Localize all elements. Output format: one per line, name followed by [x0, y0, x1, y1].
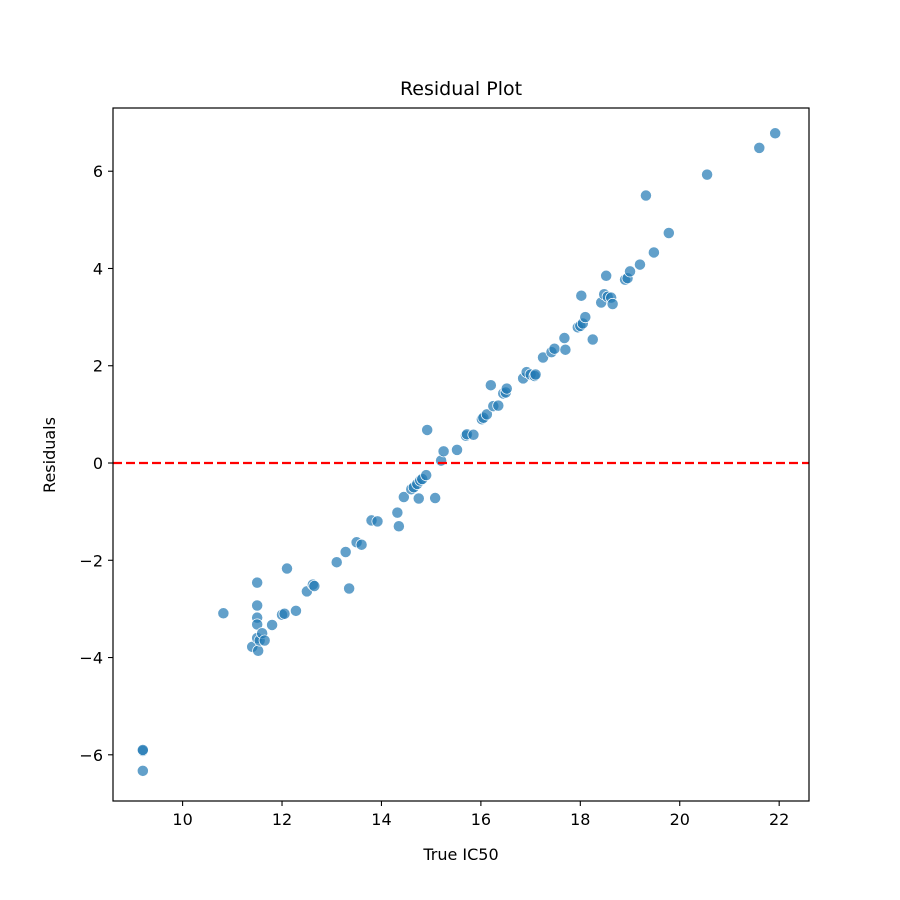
scatter-point: [537, 351, 549, 364]
scatter-point: [392, 520, 405, 533]
scatter-point: [548, 342, 561, 355]
scatter-point: [355, 538, 368, 551]
scatter-point: [251, 599, 264, 612]
scatter-point: [559, 343, 572, 356]
scatter-point: [600, 269, 613, 282]
scatter-point: [606, 298, 619, 310]
scatter-point: [420, 469, 433, 482]
x-tick-label: 10: [172, 810, 192, 829]
scatter-point: [330, 556, 343, 569]
scatter-point: [429, 492, 442, 504]
scatter-point: [529, 368, 542, 381]
scatter-point: [136, 743, 149, 756]
scatter-point: [281, 562, 293, 575]
scatter-point: [278, 607, 291, 620]
scatter-point: [308, 580, 321, 593]
scatter-point: [266, 619, 279, 631]
scatter-point: [339, 546, 352, 558]
scatter-point: [701, 168, 714, 181]
plot-frame: [112, 107, 810, 802]
y-tick-label: −4: [79, 649, 103, 668]
x-tick-label: 14: [371, 810, 391, 829]
scatter-point: [397, 491, 410, 503]
scatter-point: [753, 141, 766, 154]
scatter-point: [662, 227, 675, 239]
y-tick-label: −2: [79, 551, 103, 570]
x-tick-label: 18: [570, 810, 590, 829]
y-tick-label: 2: [93, 357, 103, 376]
scatter-point: [500, 382, 513, 395]
y-tick-label: 4: [93, 259, 103, 278]
scatter-point: [451, 443, 463, 456]
scatter-point: [634, 258, 646, 271]
scatter-point: [252, 644, 265, 657]
y-tick-label: 6: [93, 162, 103, 181]
chart-title: Residual Plot: [400, 78, 522, 100]
x-axis-label: True IC50: [422, 845, 498, 864]
scatter-point: [558, 332, 571, 344]
x-tick-label: 12: [272, 810, 292, 829]
scatter-point: [421, 423, 434, 436]
scatter-point: [437, 445, 450, 458]
scatter-point: [492, 399, 505, 412]
scatter-point: [647, 246, 660, 259]
scatter-point: [258, 634, 271, 647]
y-tick-label: 0: [93, 454, 103, 473]
y-axis-label: Residuals: [40, 417, 59, 493]
scatter-point: [769, 127, 782, 140]
scatter-point: [575, 289, 588, 302]
scatter-point: [586, 333, 599, 346]
scatter-point: [251, 576, 264, 589]
scatter-point: [371, 515, 384, 528]
x-tick-label: 20: [670, 810, 690, 829]
x-tick-label: 16: [471, 810, 491, 829]
x-tick-label: 22: [769, 810, 789, 829]
scatter-points: [136, 127, 782, 777]
scatter-point: [217, 607, 230, 620]
scatter-point: [639, 189, 652, 202]
scatter-point: [480, 408, 493, 421]
scatter-point: [624, 265, 636, 278]
scatter-point: [484, 379, 497, 392]
scatter-point: [467, 428, 480, 441]
scatter-point: [579, 311, 592, 324]
scatter-point: [290, 604, 302, 617]
axes: 10 12 14 16 18 20 22 −6 −4 −2 0 2 4 6: [79, 107, 810, 829]
scatter-point: [136, 764, 149, 777]
scatter-point: [391, 506, 404, 519]
scatter-point: [343, 582, 356, 595]
scatter-point: [412, 492, 425, 505]
y-tick-label: −6: [79, 746, 103, 765]
